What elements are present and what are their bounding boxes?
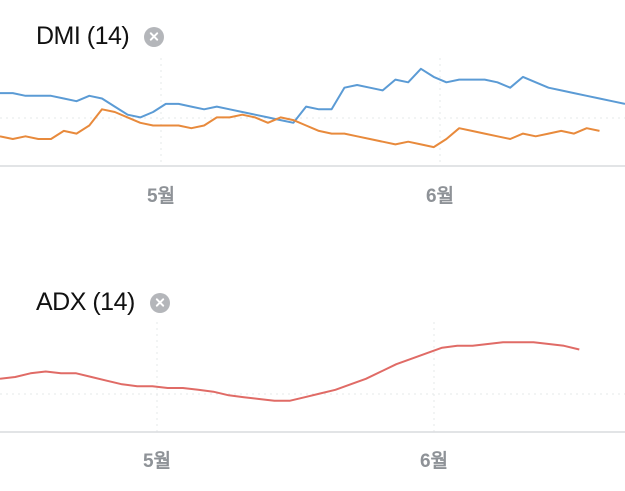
dmi-chart: 5월 6월 [0,58,625,207]
adx-x-tick-label: 6월 [420,450,448,472]
dmi-series-minus-di-line [0,108,600,149]
close-circle-icon[interactable] [144,26,165,47]
adx-chart: 5월 6월 [0,322,625,472]
dmi-panel: 5월 6월 DMI (14) [0,0,625,245]
dmi-header: DMI (14) [36,22,165,51]
dmi-series-plus-di-line [0,67,625,124]
dmi-x-tick-label: 5월 [147,185,175,207]
adx-panel: 5월 6월 ADX (14) [0,266,625,491]
dmi-gridlines [0,58,625,166]
close-circle-icon[interactable] [149,292,170,313]
adx-gridlines [0,322,625,432]
dmi-x-tick-label: 6월 [426,185,454,207]
dmi-title: DMI (14) [36,22,130,50]
adx-series-line [0,341,580,402]
adx-title: ADX (14) [36,288,135,316]
adx-x-tick-label: 5월 [143,450,171,472]
adx-header: ADX (14) [36,288,170,317]
